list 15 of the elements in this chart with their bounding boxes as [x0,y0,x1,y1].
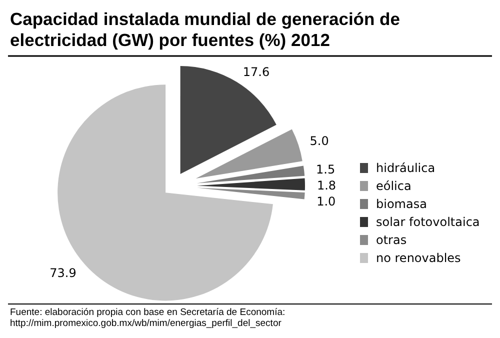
chart-title: Capacidad instalada mundial de generación de electricidad (GW) por fuentes (%) 2012 [10,9,400,50]
data-label: 1.0 [316,194,336,209]
legend-label: eólica [376,179,412,194]
legend-label: biomasa [376,197,427,212]
data-label: 5.0 [310,134,329,148]
legend-label: hidráulica [376,161,436,176]
data-label: 1.8 [316,178,336,193]
data-label: 1.5 [316,162,336,177]
source-note: Fuente: elaboración propia con base en Secretaría de Economía: [10,307,286,318]
legend-label: no renovables [376,251,461,266]
legend-label: otras [376,233,407,248]
text: http://mim.promexico.gob.mx/wb/mim/energias_perfil_del_sector [10,318,282,329]
data-label: 73.9 [50,266,76,280]
legend-label: solar fotovoltaica [376,215,480,230]
data-label: 17.6 [242,64,270,79]
